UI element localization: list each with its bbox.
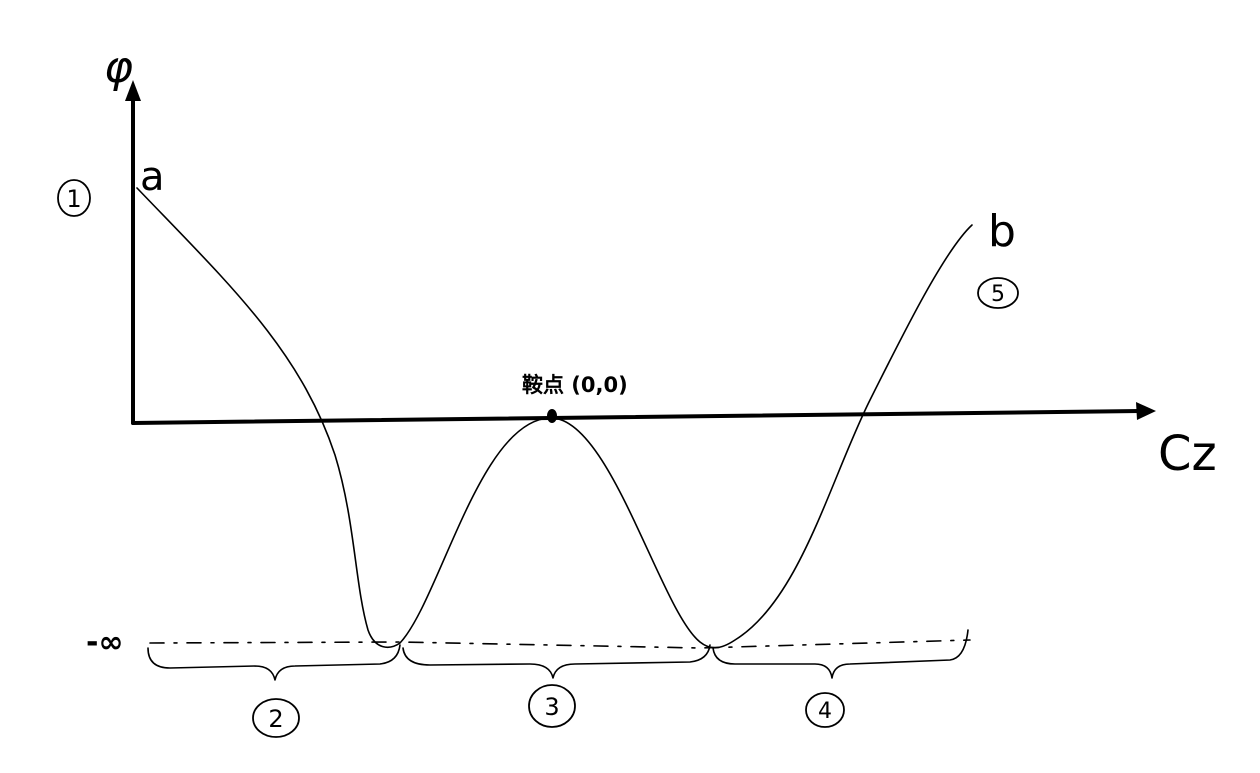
minus-infinity-dashed-line	[149, 639, 971, 649]
brace-region-4	[712, 629, 969, 679]
y-axis-label: φ	[104, 42, 133, 93]
region-marker-3-label: 3	[544, 693, 559, 721]
saddle-point-label: 鞍点 (0,0)	[522, 373, 628, 397]
y-axis-arrowhead	[125, 80, 141, 101]
x-axis-arrowhead	[1136, 402, 1156, 420]
curve-start-label: a	[140, 154, 165, 200]
brace-region-3	[402, 644, 711, 679]
x-axis-label: Cz	[1158, 426, 1217, 482]
y-axis	[125, 80, 141, 425]
region-marker-4-label: 4	[818, 699, 832, 724]
curve-end-label: b	[988, 206, 1016, 257]
region-marker-1: 1	[57, 179, 91, 217]
region-marker-2-label: 2	[268, 705, 283, 733]
region-marker-5: 5	[977, 277, 1019, 309]
minus-infinity-label: -∞	[86, 625, 123, 660]
x-axis	[131, 402, 1156, 425]
brace-region-2	[147, 644, 401, 681]
region-marker-4: 4	[805, 692, 845, 728]
region-marker-5-label: 5	[991, 282, 1005, 307]
region-marker-1-label: 1	[66, 185, 81, 213]
region-marker-2: 2	[252, 698, 300, 738]
saddle-point-marker	[547, 409, 557, 423]
region-marker-3: 3	[528, 684, 576, 728]
